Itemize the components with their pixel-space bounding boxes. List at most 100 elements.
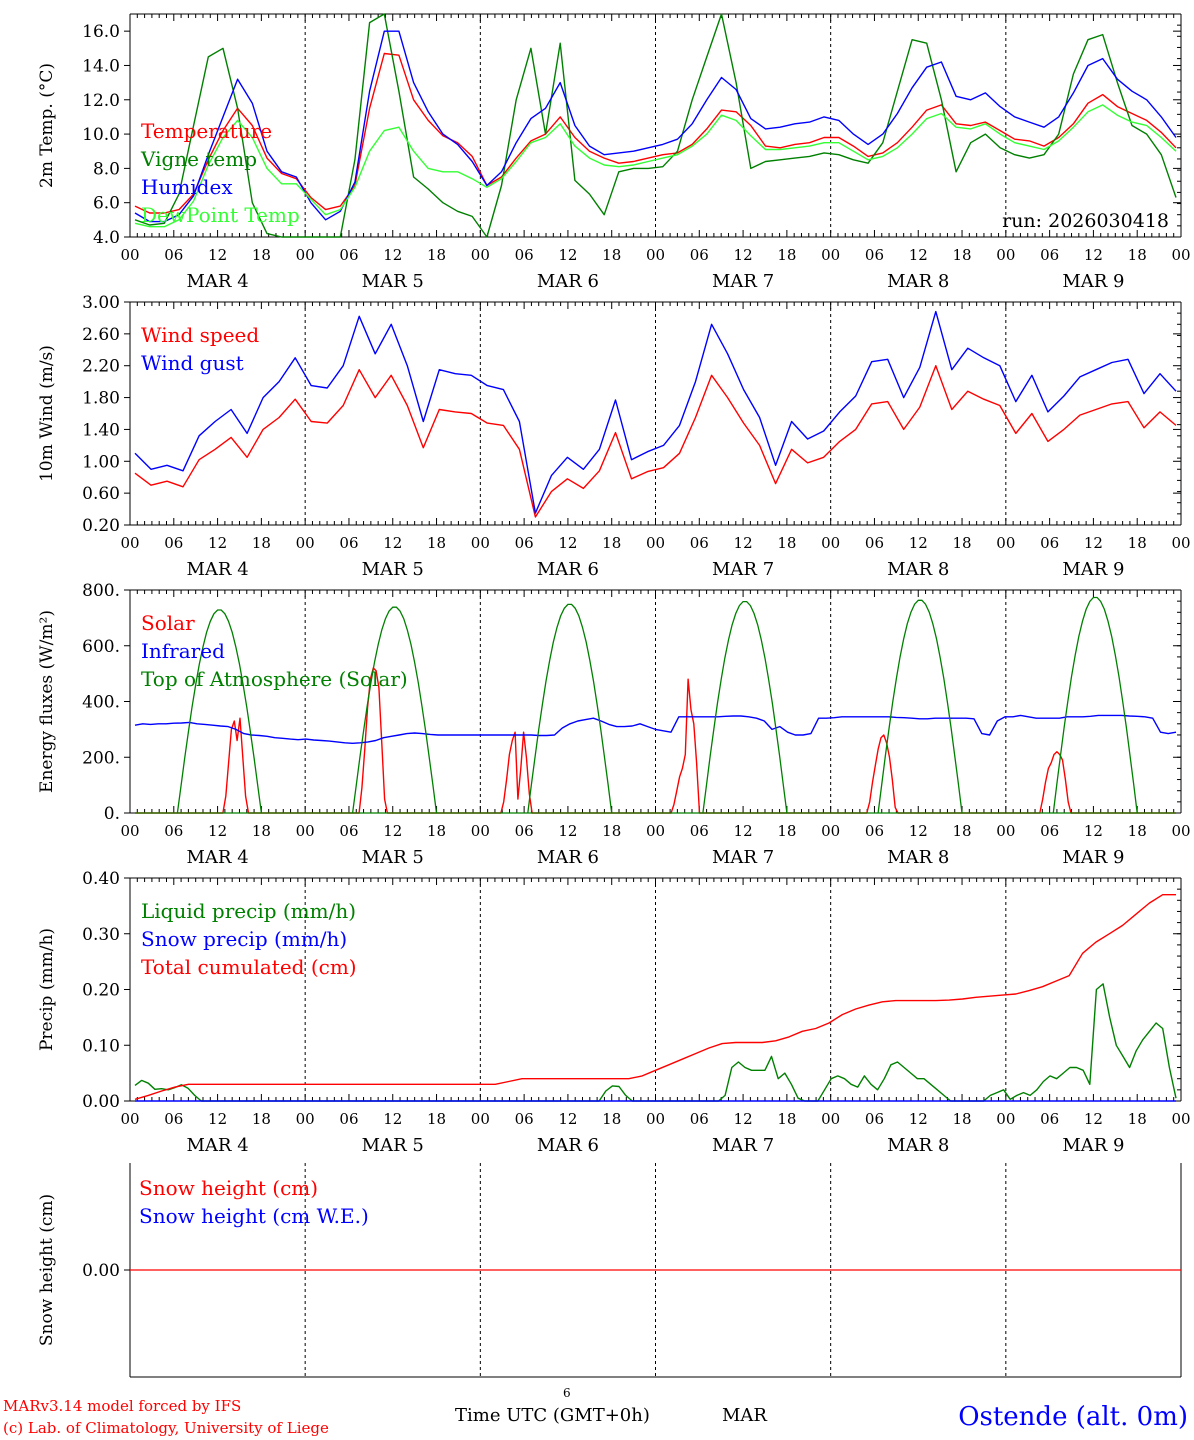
x-tick-label: 12 [1084,534,1103,552]
x-tick-label: 00 [821,822,840,840]
series-line-infrared [134,714,1177,744]
y-tick-label: 600. [82,637,120,657]
day-label: MAR 7 [712,1135,774,1156]
x-tick-label: 18 [952,822,971,840]
x-tick-label: 18 [427,534,446,552]
xaxis-title: Time UTC (GMT+0h) [455,1405,650,1426]
x-tick-label: 06 [515,534,534,552]
y-tick-label: 0.00 [82,1092,120,1112]
series-line-humidex [134,30,1177,223]
x-tick-label: 00 [120,822,139,840]
x-tick-label: 18 [1128,246,1147,264]
y-tick-label: 0.40 [82,869,120,889]
x-tick-label: 06 [515,1110,534,1128]
day-label: MAR 4 [187,847,249,868]
x-tick-label: 18 [1128,822,1147,840]
x-tick-label: 00 [646,534,665,552]
x-tick-label: 00 [821,534,840,552]
x-tick-label: 06 [339,822,358,840]
x-tick-label: 00 [1171,822,1190,840]
day-label: MAR 9 [1062,847,1124,868]
x-tick-label: 06 [1040,534,1059,552]
x-tick-label: 00 [646,822,665,840]
y-tick-label: 0.30 [82,925,120,945]
legend-entry: Top of Atmosphere (Solar) [141,667,408,691]
x-tick-label: 12 [1084,1110,1103,1128]
x-tick-label: 06 [865,1110,884,1128]
x-tick-label: 18 [1128,534,1147,552]
toa-solar-line [702,600,788,814]
x-tick-label: 12 [1084,246,1103,264]
x-tick-label: 12 [909,1110,928,1128]
x-tick-label: 12 [208,1110,227,1128]
y-tick-label: 8.0 [93,159,120,179]
x-tick-label: 18 [427,822,446,840]
y-tick-label: 2.20 [82,357,120,377]
x-tick-label: 00 [821,1110,840,1128]
day-label: MAR 6 [537,847,599,868]
x-tick-label: 06 [690,822,709,840]
x-tick-label: 18 [777,1110,796,1128]
station-label: Ostende (alt. 0m) [958,1402,1188,1432]
y-tick-label: 0.20 [82,981,120,1001]
x-tick-label: 00 [996,246,1015,264]
day-label: MAR 9 [1062,559,1124,580]
x-tick-label: 12 [383,246,402,264]
toa-solar-line [527,603,613,814]
legend-entry: DewPoint Temp [141,203,300,227]
y-tick-label: 0.00 [82,1261,120,1281]
x-tick-label: 00 [821,246,840,264]
x-tick-label: 06 [1040,1110,1059,1128]
x-tick-label: 06 [515,246,534,264]
legend-entry: Wind gust [141,351,244,375]
x-tick-label: 18 [602,822,621,840]
x-tick-label: 00 [120,534,139,552]
x-tick-label: 18 [777,822,796,840]
x-tick-label: 12 [734,822,753,840]
toa-solar-line [1052,596,1138,814]
x-tick-label: 00 [120,1110,139,1128]
x-tick-label: 00 [471,1110,490,1128]
y-tick-label: 0.10 [82,1036,120,1056]
x-tick-label: 00 [296,534,315,552]
series-line-dewpoint-temp [134,104,1177,228]
x-tick-label: 12 [1084,822,1103,840]
x-tick-label: 06 [865,246,884,264]
x-tick-label: 12 [208,534,227,552]
y-axis-label: Snow height (cm) [37,1194,57,1346]
legend-entry: Temperature [141,119,272,143]
y-axis-label: Precip (mm/h) [37,928,57,1051]
x-tick-label: 00 [1171,534,1190,552]
y-tick-label: 12.0 [82,91,120,111]
model-credit: MARv3.14 model forced by IFS [3,1397,242,1415]
day-label: MAR 4 [187,271,249,292]
legend-entry: Vigne temp [140,147,257,171]
day-label: MAR 5 [362,271,424,292]
day-label: MAR 6 [537,559,599,580]
x-tick-label: 18 [602,1110,621,1128]
y-tick-label: 200. [82,748,120,768]
x-tick-label: 06 [164,1110,183,1128]
series-line-temperature [134,52,1177,214]
x-tick-label: 18 [952,246,971,264]
y-axis-label: Energy fluxes (W/m²) [37,610,57,793]
y-tick-label: 4.0 [93,228,120,248]
x-tick-label: 12 [558,246,577,264]
x-tick-label: 00 [120,246,139,264]
panel-2: 0.20 0.60 1.00 1.40 1.80 2.20 2.60 3.00 10m Wind… [37,293,1191,580]
x-tick-label: 18 [602,246,621,264]
y-tick-label: 16.0 [82,22,120,42]
x-tick-label: 00 [996,534,1015,552]
day-label: MAR 8 [887,559,949,580]
toa-solar-line [176,609,263,814]
x-tick-label: 06 [1040,246,1059,264]
x-tick-label: 12 [558,1110,577,1128]
panel-5: 0.00 Snow height (cm) Snow height (cm) Snow… [37,1163,1182,1378]
x-tick-label: 00 [1171,246,1190,264]
toa-solar-line [351,606,438,814]
x-tick-label: 18 [427,246,446,264]
x-tick-label: 12 [558,822,577,840]
x-tick-label: 18 [252,246,271,264]
y-tick-label: 0.60 [82,484,120,504]
